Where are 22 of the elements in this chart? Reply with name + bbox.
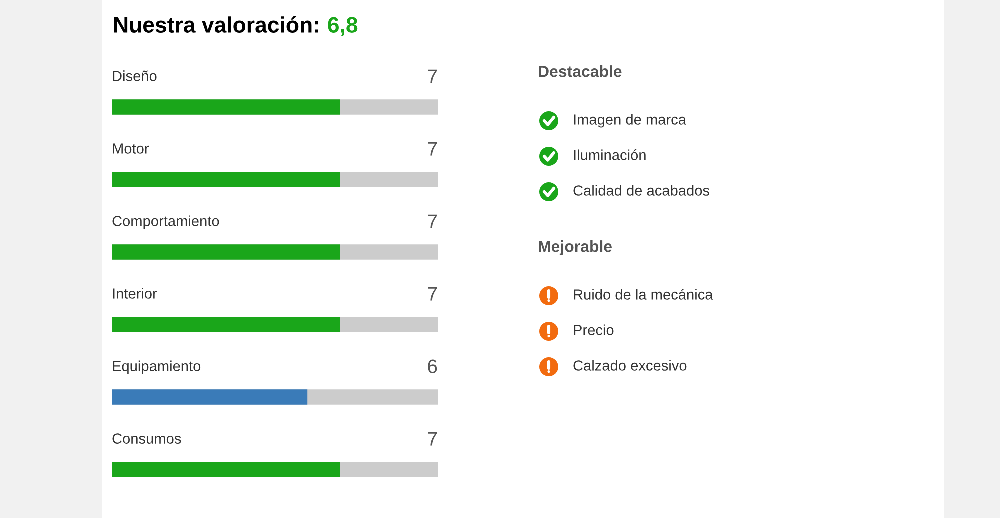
text: Calidad de acabados	[574, 185, 710, 196]
text: Destacable	[539, 66, 622, 78]
y-tick-label: Diseño	[113, 70, 157, 82]
data-label: 7	[428, 70, 438, 84]
text: Precio	[574, 324, 614, 336]
text: Iluminación	[574, 150, 646, 160]
y-tick-label: Consumos	[112, 434, 182, 444]
y-tick-label: Interior	[113, 288, 158, 299]
y-tick-label: Motor	[113, 144, 150, 154]
data-label: 7	[428, 432, 438, 446]
data-label: 7	[428, 287, 438, 301]
y-tick-label: Comportamiento	[112, 216, 220, 230]
chart-title: Nuestra valoración:	[114, 16, 318, 33]
data-label: 7	[428, 142, 438, 156]
text: Calzado excesivo	[574, 360, 687, 371]
text: Ruido de la mecánica	[574, 289, 714, 300]
data-label: 7	[428, 214, 438, 228]
text: Imagen de marca	[574, 114, 686, 128]
data-label: 6	[428, 360, 438, 374]
text: 6,8	[328, 17, 358, 36]
text: Mejorable	[539, 240, 612, 256]
y-tick-label: Equipamiento	[113, 360, 201, 374]
